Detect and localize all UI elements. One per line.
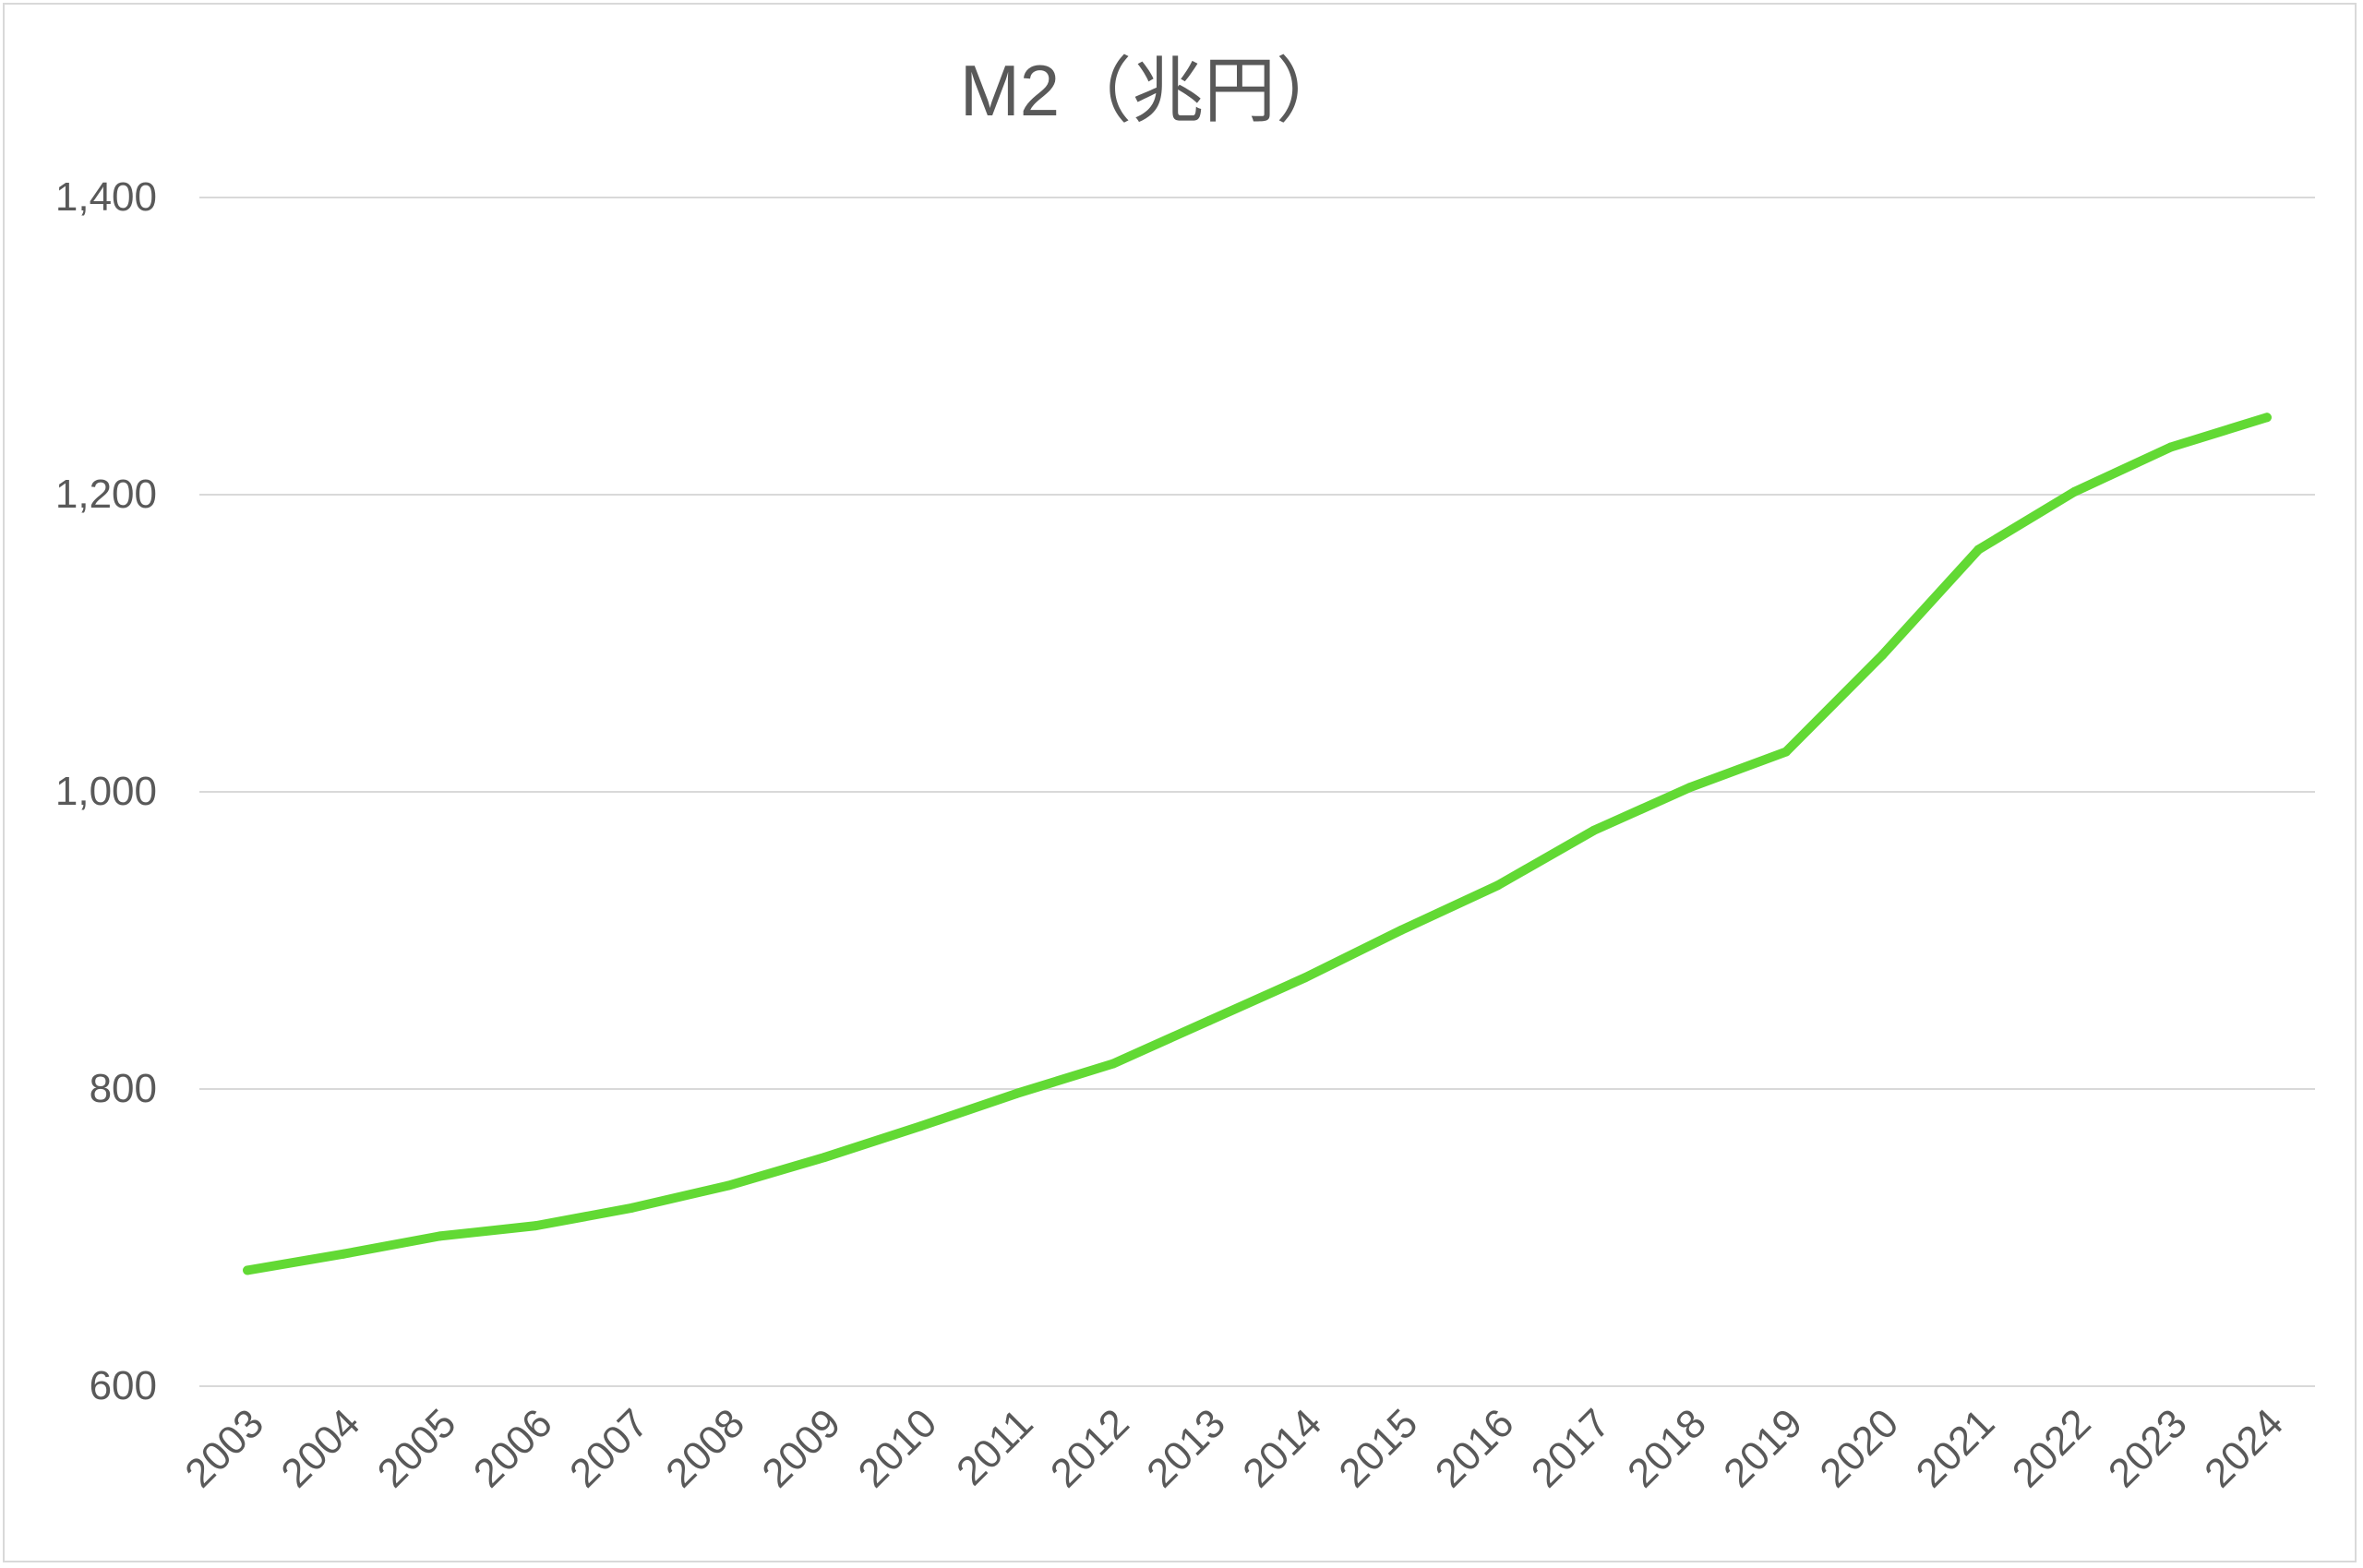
data-point — [1108, 1059, 1118, 1069]
chart-frame — [3, 3, 2357, 1562]
data-point — [1877, 650, 1888, 660]
y-tick-label: 1,400 — [55, 174, 157, 220]
data-point — [1397, 925, 1407, 935]
data-point — [531, 1221, 541, 1231]
x-tick-label: 2012 — [1042, 1400, 1138, 1496]
data-point — [1493, 880, 1503, 891]
x-tick-label: 2013 — [1138, 1400, 1234, 1496]
data-point — [2165, 442, 2176, 452]
data-point — [1781, 747, 1791, 757]
y-tick-label: 800 — [90, 1066, 157, 1111]
y-tick-label: 600 — [90, 1363, 157, 1408]
x-tick-label: 2015 — [1330, 1400, 1426, 1496]
x-tick-label: 2020 — [1811, 1400, 1907, 1496]
data-point — [1973, 545, 1984, 555]
y-tick-label: 1,200 — [55, 472, 157, 517]
x-tick-label: 2019 — [1715, 1400, 1811, 1496]
data-point — [1301, 973, 1311, 983]
data-point — [820, 1153, 830, 1163]
x-tick-label: 2011 — [948, 1400, 1042, 1494]
series-line — [243, 413, 2272, 1275]
x-tick-label: 2007 — [561, 1400, 657, 1496]
data-point — [2069, 486, 2080, 497]
x-tick-label: 2017 — [1523, 1400, 1619, 1496]
data-point — [1685, 783, 1695, 793]
data-point — [2261, 413, 2272, 423]
chart-title: M2（兆円） — [960, 50, 1348, 131]
x-tick-label: 2024 — [2196, 1400, 2292, 1496]
x-tick-label: 2004 — [272, 1400, 368, 1496]
x-tick-label: 2021 — [1908, 1400, 2004, 1496]
x-tick-label: 2018 — [1619, 1400, 1715, 1496]
x-tick-label: 2014 — [1234, 1400, 1330, 1496]
x-tick-label: 2005 — [369, 1400, 465, 1496]
x-tick-label: 2003 — [176, 1400, 272, 1496]
data-point — [339, 1249, 349, 1259]
data-point — [627, 1203, 637, 1213]
data-point — [1589, 825, 1599, 835]
x-tick-label: 2022 — [2004, 1400, 2100, 1496]
x-tick-label: 2010 — [850, 1400, 946, 1496]
x-tick-label: 2009 — [753, 1400, 849, 1496]
x-tick-label: 2008 — [657, 1400, 753, 1496]
x-tick-label: 2023 — [2100, 1400, 2196, 1496]
data-point — [1012, 1088, 1022, 1098]
x-tick-label: 2006 — [465, 1400, 561, 1496]
data-point — [243, 1265, 253, 1275]
data-point — [1204, 1015, 1214, 1025]
data-point — [916, 1121, 926, 1131]
data-point — [724, 1180, 733, 1191]
y-tick-label: 1,000 — [55, 769, 157, 814]
x-tick-label: 2016 — [1427, 1400, 1523, 1496]
data-point — [435, 1231, 445, 1241]
